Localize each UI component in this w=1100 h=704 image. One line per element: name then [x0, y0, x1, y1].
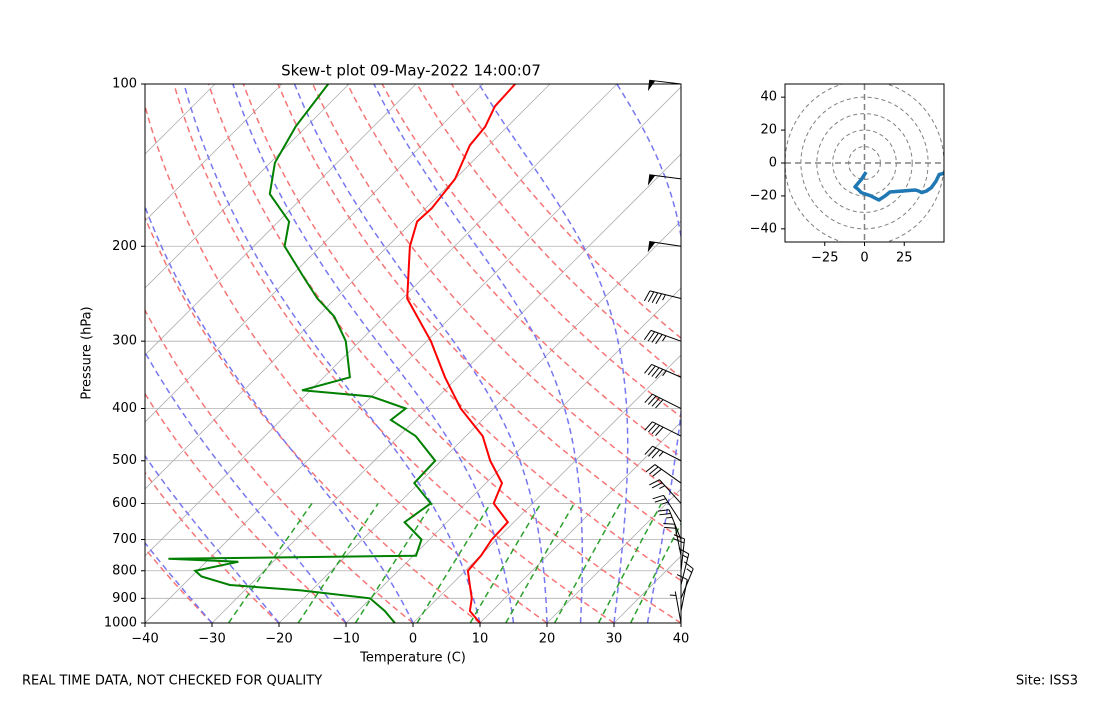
moist-adiabat [0, 84, 212, 623]
x-tick-label: −40 [131, 632, 158, 647]
hodograph-x-tick-label: 0 [860, 251, 868, 266]
hodograph-y-tick-label: 40 [760, 90, 777, 105]
dry-adiabat [313, 84, 882, 623]
hodograph-y-tick-label: 0 [769, 156, 777, 171]
wind-barb [645, 394, 681, 408]
wind-barb [644, 291, 681, 304]
isotherm [346, 84, 885, 623]
plot-area [0, 84, 1100, 623]
barb-staff [675, 592, 681, 623]
isotherm [614, 84, 1100, 623]
wind-barb [649, 480, 681, 504]
hodograph-y-tick-label: −20 [750, 188, 777, 203]
isotherm [279, 84, 818, 623]
hodograph-y-tick-label: 20 [760, 123, 777, 138]
moist-adiabat [479, 84, 628, 623]
wind-barb [648, 80, 681, 91]
wind-barb [670, 592, 681, 623]
dewpoint-profile [168, 84, 435, 623]
x-tick-label: 20 [539, 632, 556, 647]
x-tick-label: 40 [673, 632, 690, 647]
dry-adiabat [382, 84, 1016, 623]
isotherm [0, 84, 349, 623]
wind-barb [645, 364, 681, 378]
isotherm [212, 84, 751, 623]
barb-half [663, 295, 666, 300]
chart-title: Skew-t plot 09-May-2022 14:00:07 [281, 62, 541, 80]
dry-adiabat [278, 84, 815, 623]
temperature-profile [407, 84, 515, 623]
wind-barb [644, 330, 681, 343]
barb-full [653, 495, 664, 498]
x-tick-label: 0 [409, 632, 417, 647]
hodograph-area [785, 81, 944, 246]
barb-half [663, 336, 666, 341]
wind-barb [673, 535, 684, 571]
barb-full [664, 527, 675, 528]
y-tick-label: 500 [112, 453, 137, 468]
barb-half [659, 452, 663, 457]
barb-staff [681, 569, 693, 599]
isotherm [0, 84, 416, 623]
moist-adiabat [111, 84, 414, 623]
isotherm [0, 84, 215, 623]
x-axis-label: Temperature (C) [359, 651, 466, 666]
barb-staff [681, 539, 685, 571]
mixing-ratio-line [229, 503, 312, 623]
barb-full [652, 483, 662, 488]
isotherm [681, 84, 1100, 623]
y-tick-label: 400 [112, 401, 137, 416]
dry-adiabat [105, 84, 481, 623]
x-tick-label: 10 [472, 632, 489, 647]
wind-barb [646, 465, 681, 483]
barb-full [659, 514, 670, 515]
mixing-ratio-line [356, 503, 433, 623]
y-axis-label: Pressure (hPa) [80, 306, 95, 399]
barb-flag [648, 80, 655, 91]
y-tick-label: 600 [112, 496, 137, 511]
hodograph-x-tick-label: −25 [811, 251, 838, 266]
footer-note: REAL TIME DATA, NOT CHECKED FOR QUALITY [22, 674, 322, 689]
y-tick-label: 800 [112, 563, 137, 578]
y-tick-label: 700 [112, 532, 137, 547]
dry-adiabat [348, 84, 950, 623]
mixing-ratio-line [417, 503, 491, 623]
barb-full [655, 499, 666, 502]
y-tick-label: 1000 [104, 616, 137, 631]
barb-full [649, 480, 659, 485]
hodograph-x-tick-label: 25 [896, 251, 913, 266]
barb-half [687, 569, 692, 573]
y-tick-label: 100 [112, 77, 137, 92]
wind-barb [648, 175, 681, 186]
y-tick-label: 200 [112, 239, 137, 254]
wind-barb [648, 242, 681, 253]
y-tick-label: 900 [112, 591, 137, 606]
x-tick-label: −30 [198, 632, 225, 647]
x-tick-label: −20 [265, 632, 292, 647]
x-tick-label: 30 [606, 632, 623, 647]
barb-half [659, 486, 664, 489]
dry-adiabat [0, 84, 212, 623]
x-tick-label: −10 [332, 632, 359, 647]
barb-half [666, 517, 672, 518]
dry-adiabat [0, 84, 279, 623]
hodograph-y-tick-label: −40 [750, 221, 777, 236]
site-label: Site: ISS3 [1016, 674, 1078, 689]
y-tick-label: 300 [112, 334, 137, 349]
isotherm [480, 84, 1019, 623]
